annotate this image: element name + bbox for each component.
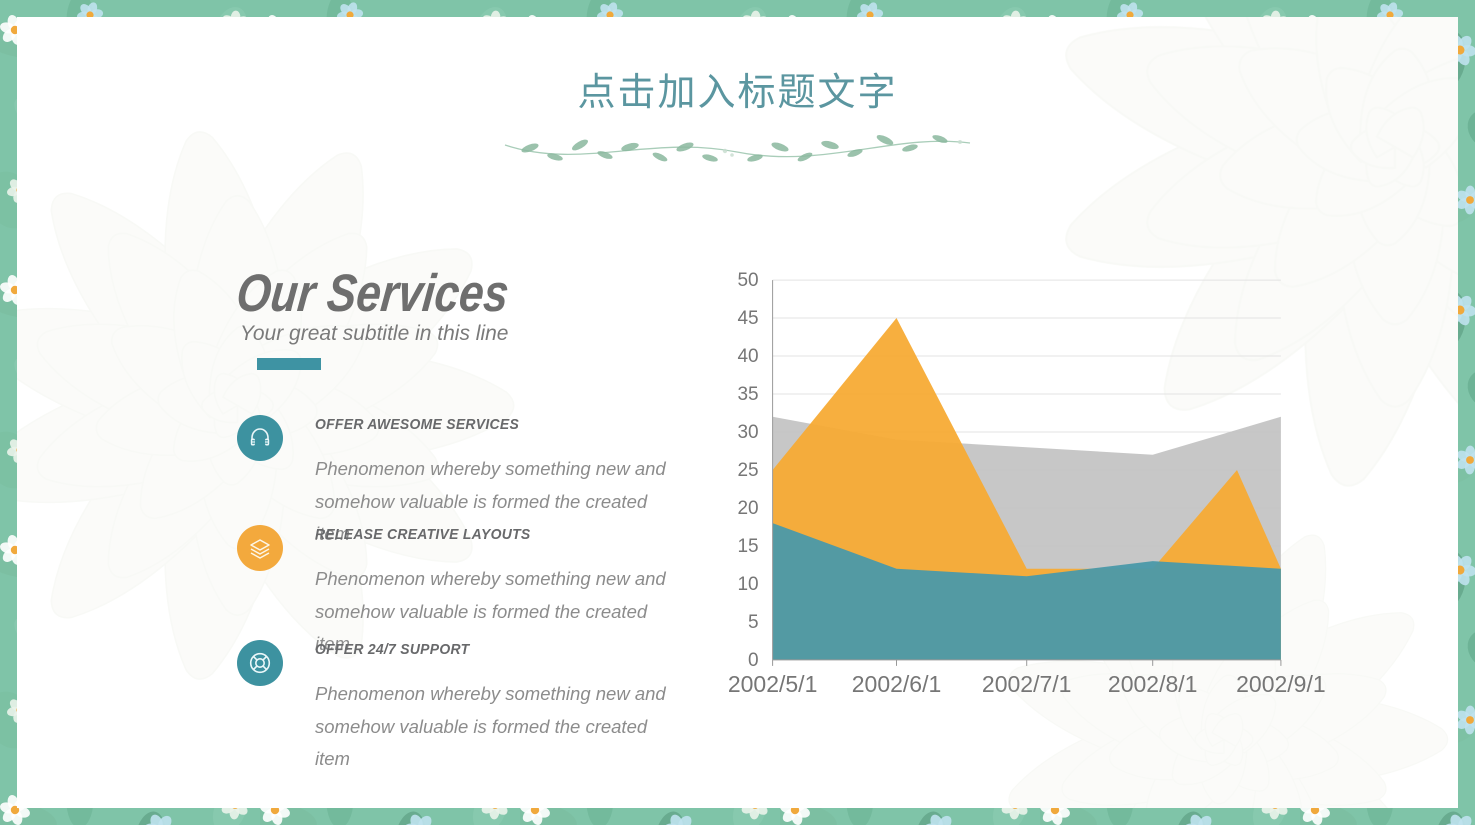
- svg-text:15: 15: [737, 536, 758, 557]
- svg-text:2002/5/1: 2002/5/1: [728, 671, 818, 697]
- svg-text:50: 50: [737, 272, 758, 291]
- svg-text:2002/6/1: 2002/6/1: [852, 671, 942, 697]
- svg-text:2002/8/1: 2002/8/1: [1108, 671, 1198, 697]
- svg-text:25: 25: [737, 460, 758, 481]
- svg-text:20: 20: [737, 498, 758, 519]
- svg-text:45: 45: [737, 308, 758, 329]
- svg-text:5: 5: [748, 612, 759, 633]
- svg-text:2002/9/1: 2002/9/1: [1236, 671, 1326, 697]
- svg-text:2002/7/1: 2002/7/1: [982, 671, 1072, 697]
- svg-text:35: 35: [737, 384, 758, 405]
- svg-text:30: 30: [737, 422, 758, 443]
- svg-text:0: 0: [748, 650, 759, 671]
- svg-text:10: 10: [737, 574, 758, 595]
- svg-text:40: 40: [737, 346, 758, 367]
